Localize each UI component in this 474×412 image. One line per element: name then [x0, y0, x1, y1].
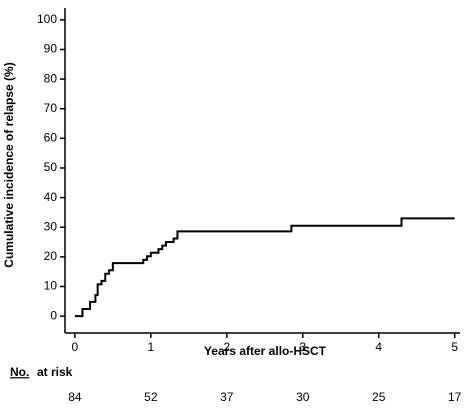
y-tick-label: 0	[50, 308, 57, 322]
y-tick-label: 50	[44, 160, 58, 174]
x-axis-label: Years after allo-HSCT	[204, 344, 327, 358]
x-tick-label: 3	[299, 340, 306, 354]
x-tick-label: 2	[223, 340, 230, 354]
y-tick-label: 10	[44, 279, 58, 293]
y-tick-label: 70	[44, 101, 58, 115]
at-risk-count: 30	[296, 390, 310, 404]
y-tick-label: 90	[44, 42, 58, 56]
risk-label: at risk	[37, 365, 73, 379]
at-risk-count: 52	[144, 390, 158, 404]
at-risk-count: 37	[220, 390, 234, 404]
at-risk-count: 84	[68, 390, 82, 404]
x-tick-label: 4	[375, 340, 382, 354]
step-line	[74, 217, 455, 318]
x-tick-label: 0	[72, 340, 79, 354]
y-tick-label: 30	[44, 219, 58, 233]
y-tick-label: 40	[44, 190, 58, 204]
risk-label-no: No.	[10, 365, 29, 379]
y-axis-label: Cumulative incidence of relapse (%)	[2, 62, 16, 267]
y-tick-label: 60	[44, 131, 58, 145]
y-tick-label: 80	[44, 71, 58, 85]
at-risk-count: 25	[372, 390, 386, 404]
y-tick-label: 100	[37, 12, 57, 26]
y-tick-label: 20	[44, 249, 58, 263]
x-tick-label: 5	[451, 340, 458, 354]
x-tick-label: 1	[147, 340, 154, 354]
at-risk-count: 17	[448, 390, 462, 404]
